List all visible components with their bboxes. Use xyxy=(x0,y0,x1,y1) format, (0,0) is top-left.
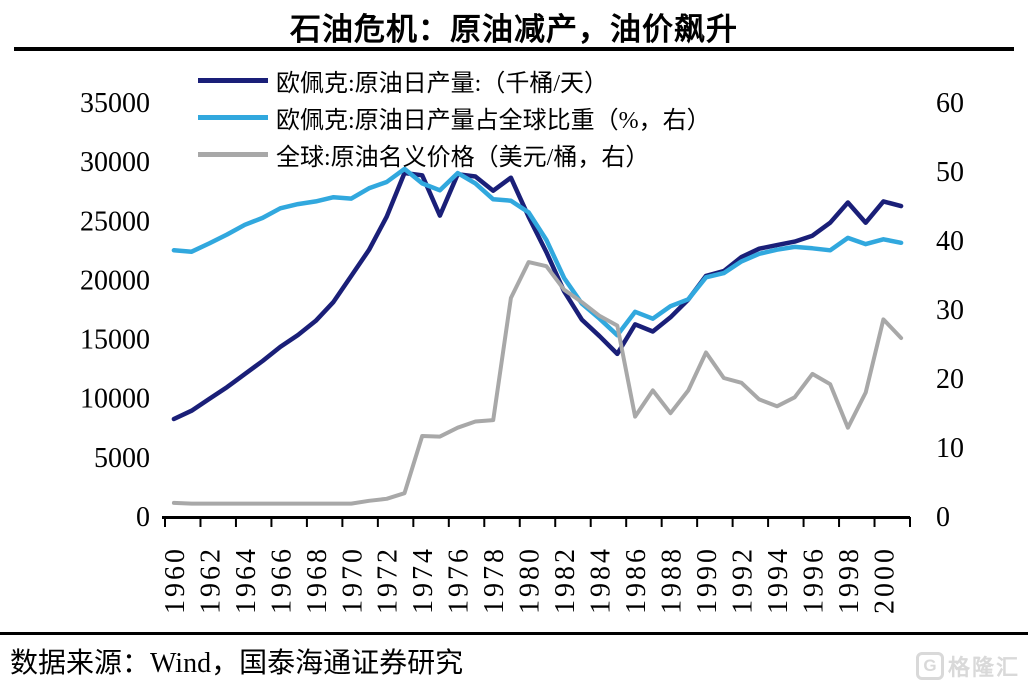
legend-label-share: 欧佩克:原油日产量占全球比重（%，右） xyxy=(276,108,711,134)
x-axis-label: 1960 xyxy=(160,546,191,614)
chart-legend: 欧佩克:原油日产量:（千桶/天） 欧佩克:原油日产量占全球比重（%，右） 全球:… xyxy=(198,62,711,173)
source-text: 数据来源：Wind，国泰海通证券研究 xyxy=(10,648,464,679)
x-axis-label: 1982 xyxy=(550,546,581,614)
gelonghui-logo-icon: G xyxy=(915,652,944,680)
y-axis-label-left: 10000 xyxy=(80,384,150,415)
x-axis-label: 1978 xyxy=(479,546,510,614)
y-axis-label-right: 50 xyxy=(936,157,964,188)
y-axis-label-left: 30000 xyxy=(80,147,150,178)
watermark: G 格隆汇 xyxy=(915,650,1020,682)
x-axis-label: 1976 xyxy=(444,546,475,614)
y-axis-label-right: 40 xyxy=(936,226,964,257)
x-axis-label: 1968 xyxy=(302,546,333,614)
legend-row-price: 全球:原油名义价格（美元/桶，右） xyxy=(198,136,711,173)
x-axis-label: 1966 xyxy=(266,546,297,614)
y-axis-label-left: 25000 xyxy=(80,206,150,237)
x-axis-label: 1996 xyxy=(798,546,829,614)
x-axis-label: 1988 xyxy=(657,546,688,614)
x-axis-label: 1962 xyxy=(195,546,226,614)
x-axis-label: 2000 xyxy=(869,546,900,614)
y-axis-label-right: 20 xyxy=(936,364,964,395)
x-axis-label: 1980 xyxy=(515,546,546,614)
chart-title: 石油危机：原油减产，油价飙升 xyxy=(290,12,738,47)
legend-label-price: 全球:原油名义价格（美元/桶，右） xyxy=(276,145,650,171)
x-axis-label: 1970 xyxy=(337,546,368,614)
y-axis-label-left: 0 xyxy=(136,502,150,533)
y-axis-label-left: 35000 xyxy=(80,88,150,119)
x-axis-label: 1986 xyxy=(621,546,652,614)
series-line-0 xyxy=(171,170,904,422)
y-axis-label-right: 30 xyxy=(936,295,964,326)
source-divider xyxy=(0,632,1028,635)
x-axis-label: 1964 xyxy=(231,546,262,614)
y-axis-label-left: 20000 xyxy=(80,265,150,296)
y-axis-label-right: 0 xyxy=(936,502,950,533)
x-axis-label: 1984 xyxy=(586,546,617,614)
x-axis-label: 1972 xyxy=(373,546,404,614)
title-divider xyxy=(14,47,1014,51)
legend-swatch-price xyxy=(198,152,268,157)
y-axis-label-left: 5000 xyxy=(94,443,150,474)
legend-row-share: 欧佩克:原油日产量占全球比重（%，右） xyxy=(198,99,711,136)
watermark-text: 格隆汇 xyxy=(947,655,1020,680)
x-axis-label: 1994 xyxy=(763,546,794,614)
x-axis-label: 1990 xyxy=(692,546,723,614)
y-axis-label-right: 60 xyxy=(936,88,964,119)
legend-row-production: 欧佩克:原油日产量:（千桶/天） xyxy=(198,62,711,99)
y-axis-label-left: 15000 xyxy=(80,325,150,356)
legend-swatch-production xyxy=(198,78,268,83)
y-axis-label-right: 10 xyxy=(936,433,964,464)
x-axis-label: 1974 xyxy=(408,546,439,614)
legend-swatch-share xyxy=(198,115,268,120)
series-line-2 xyxy=(171,260,904,506)
x-axis-label: 1992 xyxy=(727,546,758,614)
series-line-1 xyxy=(171,166,904,338)
legend-label-production: 欧佩克:原油日产量:（千桶/天） xyxy=(276,71,609,97)
x-axis-label: 1998 xyxy=(834,546,865,614)
